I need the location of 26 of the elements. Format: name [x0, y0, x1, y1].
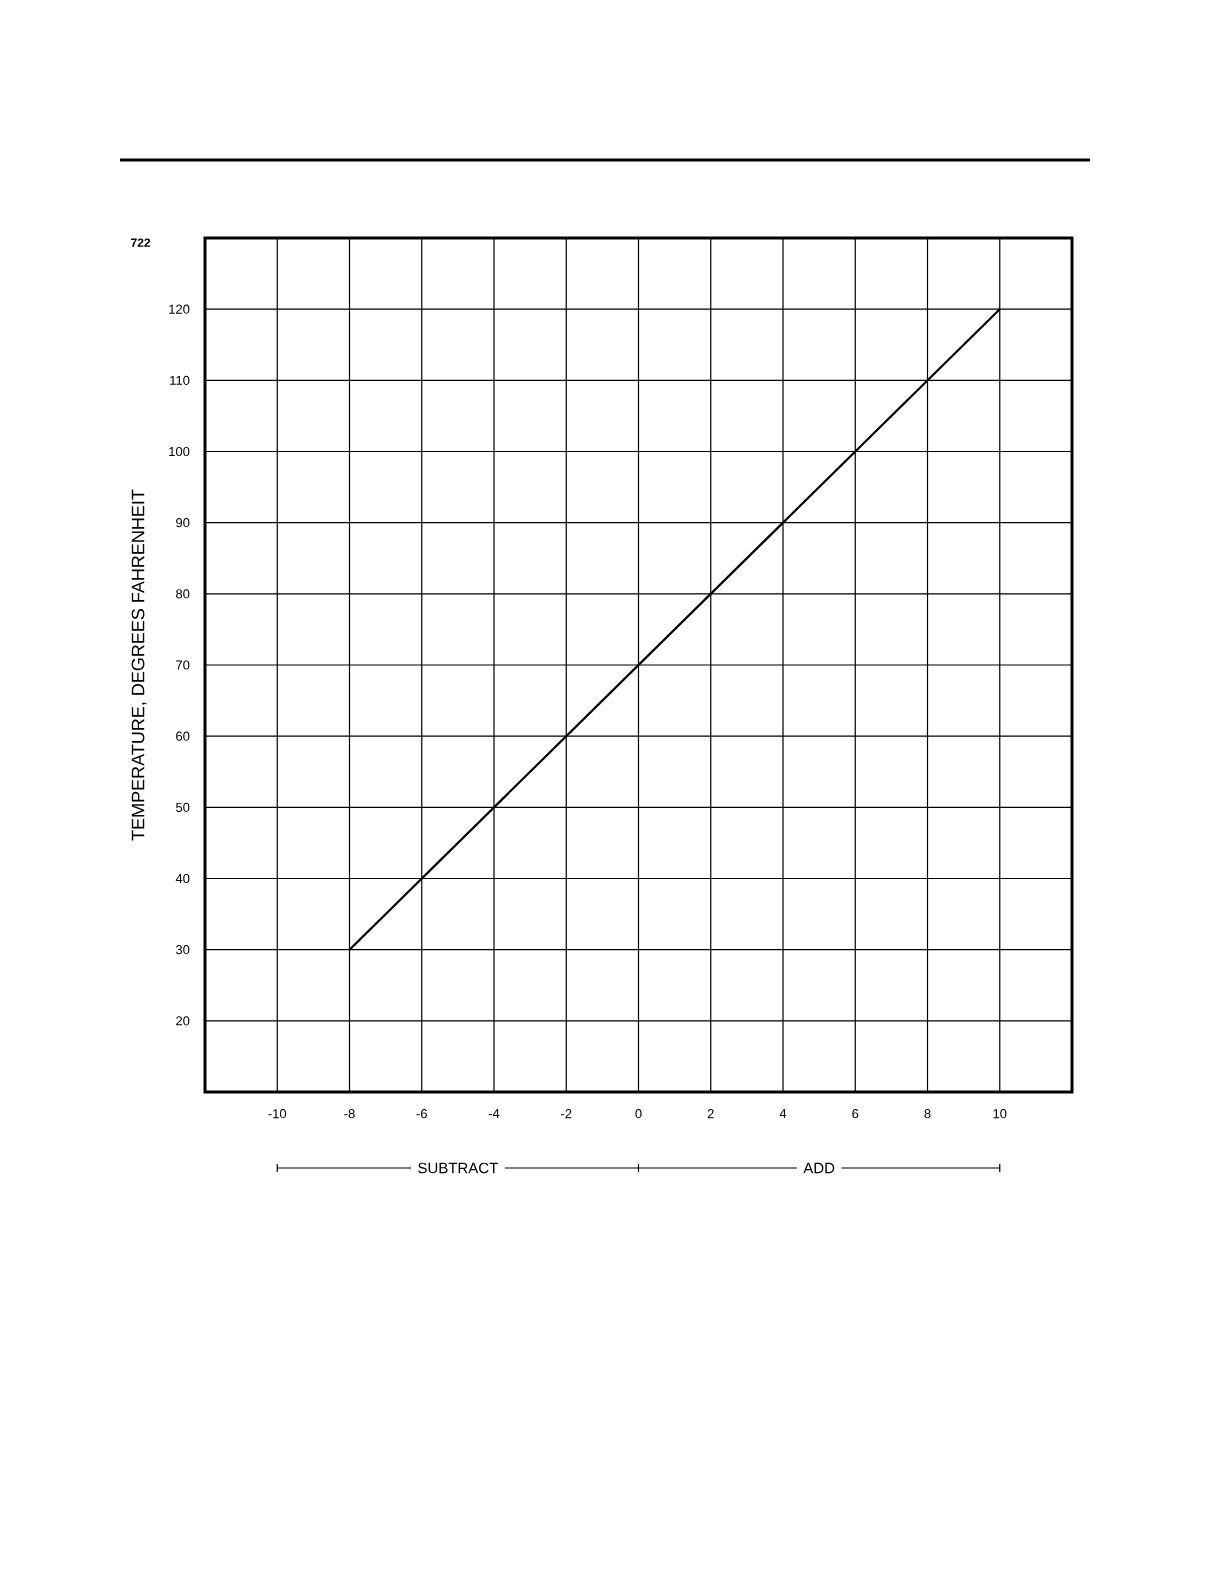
x-tick-label: 0 [635, 1109, 642, 1119]
y-tick-label: 120 [169, 304, 190, 314]
x-tick-label: 10 [993, 1109, 1007, 1119]
x-tick-label: -4 [488, 1109, 500, 1119]
y-tick-label: 40 [175, 873, 190, 884]
y-tick-label: 60 [176, 731, 190, 741]
x-tick-label: 6 [852, 1109, 859, 1119]
text: 722 [131, 238, 151, 247]
x-tick-label: -2 [561, 1109, 572, 1119]
y-tick-label: 30 [175, 945, 190, 955]
x-tick-label: -8 [344, 1109, 355, 1119]
x-tick-label: 4 [779, 1109, 787, 1119]
y-tick-label: 100 [169, 446, 190, 457]
y-tick-label: 70 [176, 660, 190, 670]
y-tick-label: 20 [176, 1016, 190, 1026]
x-tick-label: -10 [268, 1109, 287, 1119]
y-tick-label: 90 [176, 518, 190, 528]
x-tick-label: 8 [924, 1109, 931, 1119]
text: ADD [803, 1162, 835, 1174]
x-tick-label: 2 [707, 1109, 714, 1119]
y-tick-label: 50 [176, 802, 190, 812]
y-axis-title: TEMPERATURE, DEGREES FAHRENHEIT [131, 489, 147, 841]
text: SUBTRACT [418, 1162, 498, 1174]
y-tick-label: 110 [170, 375, 190, 385]
y-tick-label: 80 [176, 589, 190, 599]
x-tick-label: -6 [416, 1109, 427, 1119]
